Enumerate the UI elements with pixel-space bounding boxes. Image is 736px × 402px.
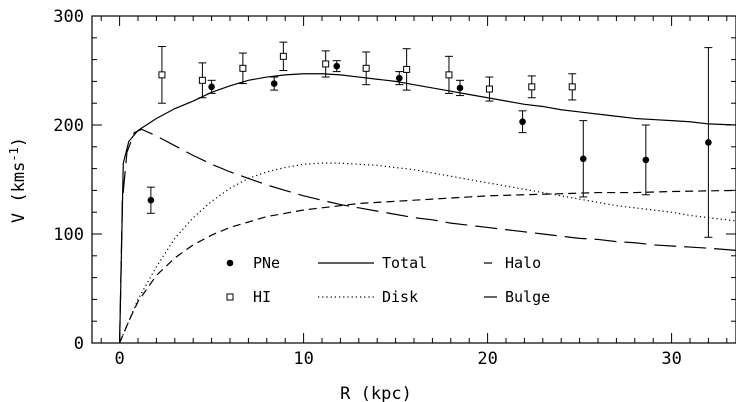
hi-point [362,64,370,72]
x-axis-label: R (kpc) [340,384,412,402]
y-tick-label: 200 [53,116,84,136]
pne-point [270,80,278,87]
x-tick-label: 0 [114,349,124,369]
pne-point [705,139,712,146]
y-axis-label: V (kms-1) [7,137,29,223]
hi-point [568,83,576,91]
hi-point [198,76,206,84]
pne-point [208,83,215,91]
pne-point [519,118,526,126]
curve-disk [119,162,736,343]
hi-point [403,65,411,73]
curve-halo [119,189,736,343]
legend-hi-marker [226,293,234,301]
legend-bulge-label: Bulge [505,288,550,306]
y-tick-label: 0 [74,334,84,354]
legend-total-label: Total [382,254,427,272]
legend-pne-marker [226,259,234,267]
hi-point [528,83,536,91]
y-axis-label-close: ) [9,137,29,147]
pne-point [456,84,464,92]
curve-bulge [119,128,736,343]
hi-point [445,71,453,79]
y-axis-label-sup: -1 [7,147,21,161]
y-tick-label: 300 [53,7,84,27]
pne-point [395,74,403,82]
legend-disk-label: Disk [382,288,418,306]
legend-pne-label: PNe [253,254,280,272]
pne-point [147,196,155,204]
x-tick-label: 20 [477,349,497,369]
x-tick-label: 10 [293,349,313,369]
curve-total [119,73,736,343]
data-points [146,41,713,238]
hi-point [485,85,493,93]
y-tick-label: 100 [53,225,84,245]
pne-point [333,62,341,70]
hi-point [239,64,247,72]
legend-hi-label: HI [253,288,271,306]
x-tick-label: 30 [661,349,681,369]
y-axis-label-main: V (kms [9,162,29,223]
hi-point [158,71,166,79]
hi-point [322,60,330,68]
legend-halo-label: Halo [505,254,541,272]
hi-point [279,52,287,60]
legend: PNe Total Halo HI Disk Bulge [226,254,550,306]
pne-point [579,155,587,163]
pne-point [642,156,650,164]
model-curves [119,73,736,343]
